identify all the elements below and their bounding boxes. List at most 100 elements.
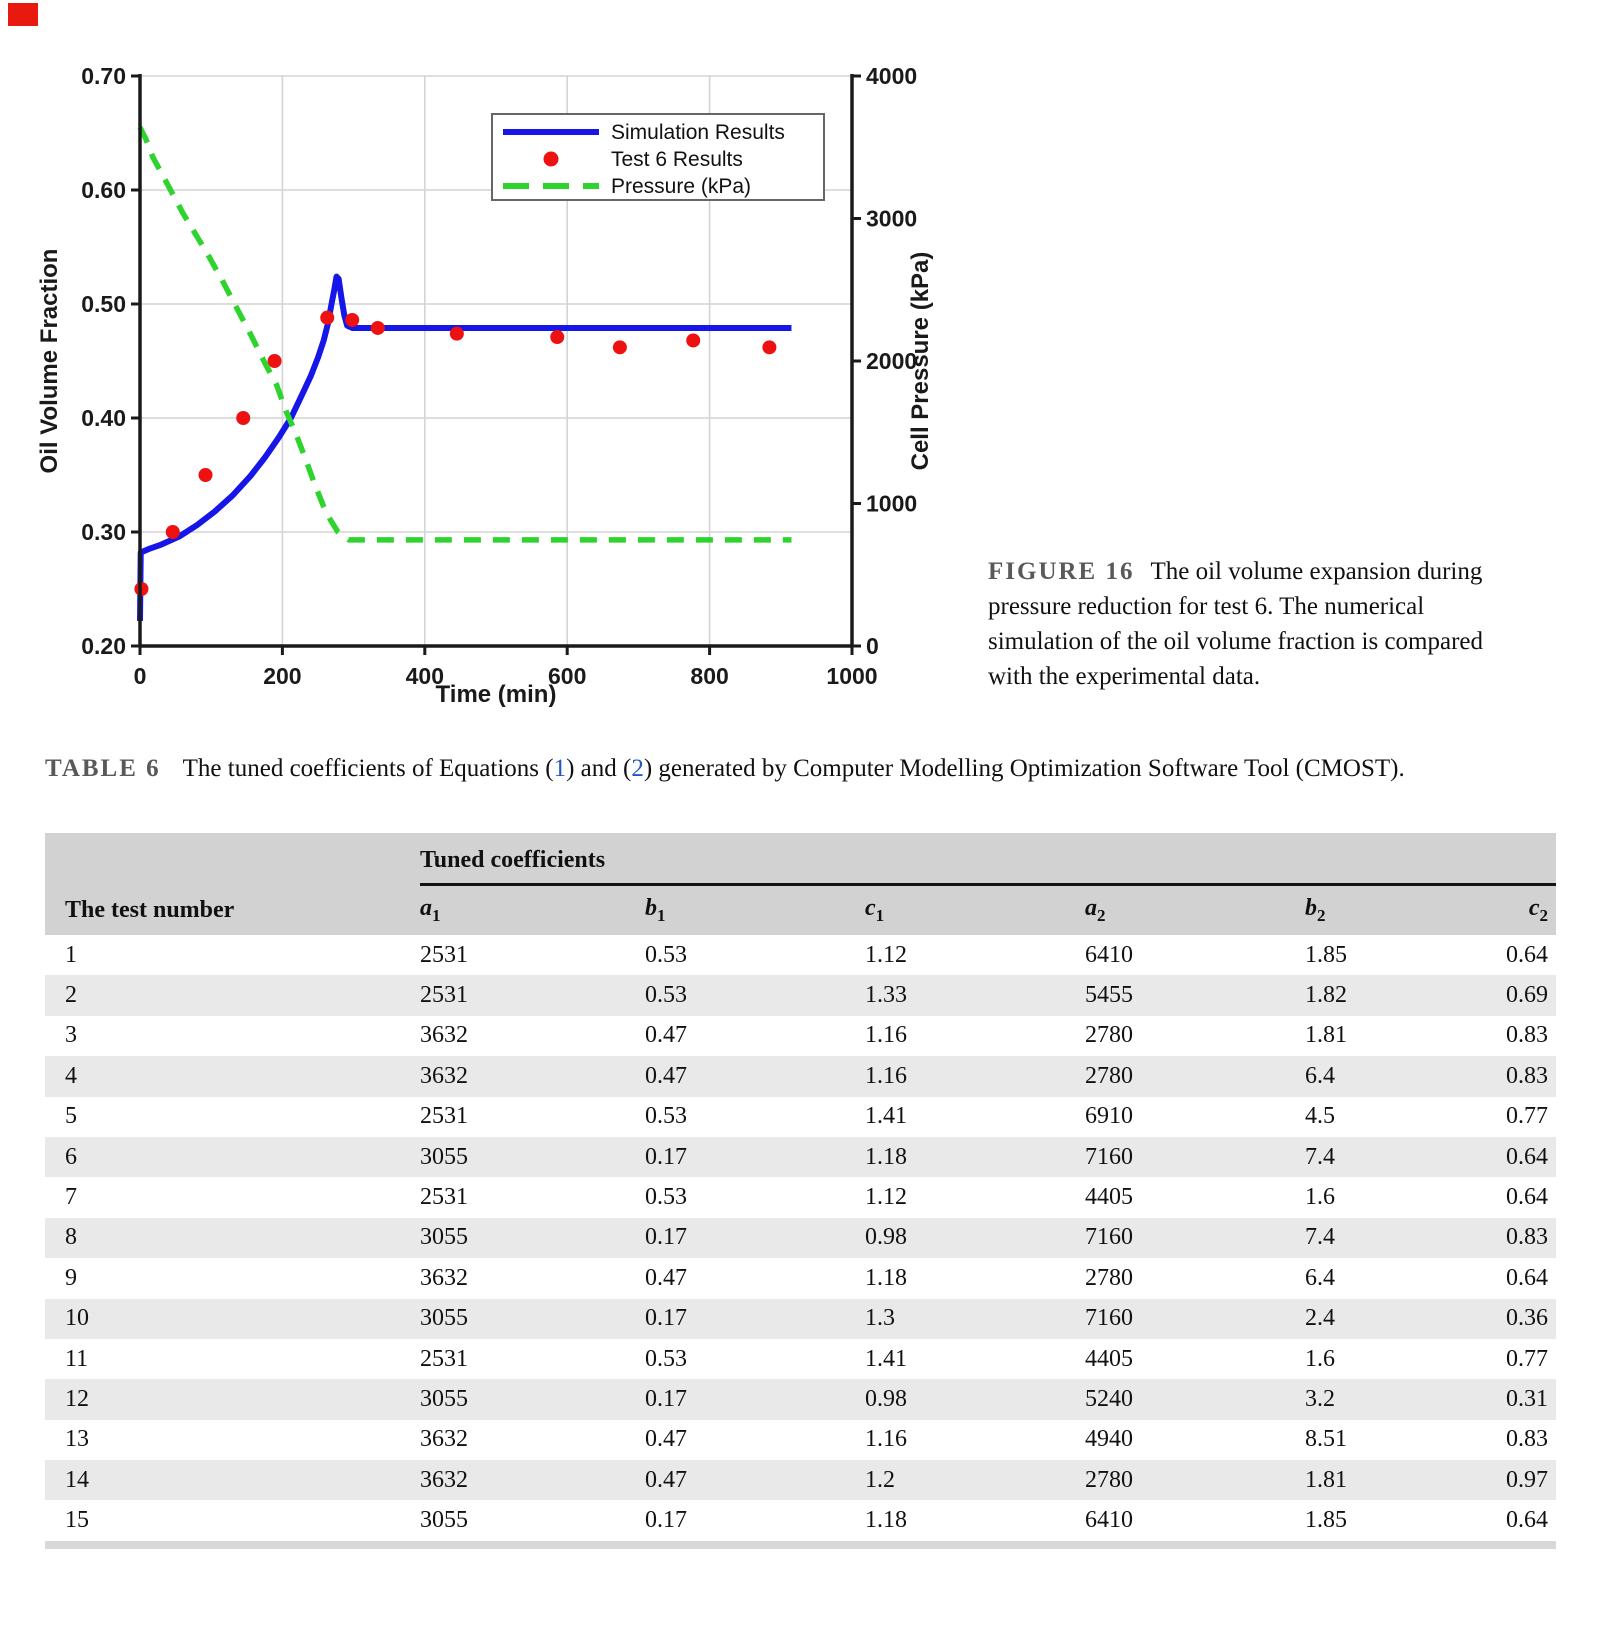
table-cell: 0.64 bbox=[1506, 1507, 1548, 1534]
test6-data-point bbox=[320, 310, 335, 325]
table-cell: 0.31 bbox=[1506, 1385, 1548, 1412]
table-cell: 0.98 bbox=[865, 1385, 907, 1412]
table-caption-segment: The tuned coefficients of Equations ( bbox=[182, 755, 554, 782]
column-header-b2: b2 bbox=[1305, 895, 1326, 925]
table-cell: 0.17 bbox=[645, 1507, 687, 1534]
table-cell: 0.64 bbox=[1506, 1184, 1548, 1211]
column-header-c1: c1 bbox=[865, 895, 885, 925]
table-cell: 0.53 bbox=[645, 982, 687, 1009]
legend-label: Simulation Results bbox=[611, 121, 785, 144]
table-cell: 7.4 bbox=[1305, 1143, 1335, 1170]
table-cell: 7.4 bbox=[1305, 1224, 1335, 1251]
table-bottom-rule bbox=[45, 1540, 1556, 1549]
table-cell: 0.47 bbox=[645, 1062, 687, 1089]
table-cell: 0.17 bbox=[645, 1224, 687, 1251]
table-cell: 3632 bbox=[420, 1062, 468, 1089]
equation-link[interactable]: 1 bbox=[553, 755, 567, 782]
table-cell: 3632 bbox=[420, 1426, 468, 1453]
table-cell: 6910 bbox=[1085, 1103, 1133, 1130]
test6-data-point bbox=[762, 340, 777, 355]
table-cell: 4.5 bbox=[1305, 1103, 1335, 1130]
table-row: 2 2531 0.53 1.33 5455 1.82 0.69 bbox=[45, 975, 1556, 1016]
table-cell: 10 bbox=[65, 1305, 89, 1332]
legend-label: Pressure (kPa) bbox=[611, 175, 751, 198]
table-cell: 11 bbox=[65, 1345, 89, 1372]
equation-link[interactable]: 2 bbox=[631, 755, 644, 782]
table-cell: 5 bbox=[65, 1103, 77, 1130]
table-cell: 7160 bbox=[1085, 1143, 1133, 1170]
figure16-chart: 0.70 0.60 0.50 0.40 0.30 0.20 4000 3000 2000 1000… bbox=[0, 0, 970, 730]
table-row: 11 2531 0.53 1.41 4405 1.6 0.77 bbox=[45, 1339, 1556, 1379]
test6-data-point bbox=[370, 320, 385, 335]
table-cell: 0.53 bbox=[645, 1345, 687, 1372]
table-row: 5 2531 0.53 1.41 6910 4.5 0.77 bbox=[45, 1097, 1556, 1137]
left-tick-label: 0.50 bbox=[81, 291, 126, 317]
test6-data-point bbox=[686, 333, 701, 348]
column-header-a2: a2 bbox=[1085, 895, 1106, 925]
table-row: 4 3632 0.47 1.16 2780 6.4 0.83 bbox=[45, 1056, 1556, 1097]
table-cell: 1.33 bbox=[865, 982, 907, 1009]
table-cell: 1.6 bbox=[1305, 1345, 1335, 1372]
test6-data-point bbox=[449, 326, 464, 341]
table-row: 9 3632 0.47 1.18 2780 6.4 0.64 bbox=[45, 1258, 1556, 1298]
figure-caption-text: The oil volume expansion during pressure… bbox=[988, 558, 1484, 690]
table-cell: 0.64 bbox=[1506, 941, 1548, 968]
table-cell: 2531 bbox=[420, 941, 468, 968]
table-cell: 1.41 bbox=[865, 1345, 907, 1372]
table-cell: 3055 bbox=[420, 1305, 468, 1332]
table-cell: 13 bbox=[65, 1426, 89, 1453]
table-row: 14 3632 0.47 1.2 2780 1.81 0.97 bbox=[45, 1460, 1556, 1501]
table-cell: 0.53 bbox=[645, 1184, 687, 1211]
red-corner-marker bbox=[8, 3, 38, 26]
table-cell: 6.4 bbox=[1305, 1062, 1335, 1089]
legend-dot-sample bbox=[543, 151, 559, 167]
table-cell: 1.18 bbox=[865, 1143, 907, 1170]
right-tick-label: 4000 bbox=[866, 63, 917, 89]
table-cell: 9 bbox=[65, 1264, 77, 1291]
table-cell: 4 bbox=[65, 1062, 77, 1089]
table-cell: 0.47 bbox=[645, 1022, 687, 1049]
table-cell: 1.81 bbox=[1305, 1466, 1347, 1493]
table-cell: 1.82 bbox=[1305, 982, 1347, 1009]
table-cell: 6 bbox=[65, 1143, 77, 1170]
table-cell: 0.36 bbox=[1506, 1305, 1548, 1332]
table-cell: 2531 bbox=[420, 982, 468, 1009]
table-cell: 0.53 bbox=[645, 941, 687, 968]
column-header-b1: b1 bbox=[645, 895, 666, 925]
table-cell: 1.12 bbox=[865, 941, 907, 968]
table-cell: 3055 bbox=[420, 1224, 468, 1251]
column-header-test-number: The test number bbox=[65, 897, 235, 923]
test6-data-point bbox=[236, 411, 251, 425]
table-cell: 0.17 bbox=[645, 1305, 687, 1332]
x-tick-label: 200 bbox=[263, 663, 301, 689]
table-cell: 2780 bbox=[1085, 1062, 1133, 1089]
table-caption: TABLE 6 The tuned coefficients of Equatio… bbox=[45, 755, 1565, 783]
test6-data-point bbox=[267, 354, 282, 368]
table-cell: 0.83 bbox=[1506, 1062, 1548, 1089]
table-row: 1 2531 0.53 1.12 6410 1.85 0.64 bbox=[45, 935, 1556, 975]
table-cell: 2531 bbox=[420, 1345, 468, 1372]
left-axis-title: Oil Volume Fraction bbox=[36, 249, 63, 474]
table-cell: 6.4 bbox=[1305, 1264, 1335, 1291]
table-cell: 1.6 bbox=[1305, 1184, 1335, 1211]
right-tick-label: 3000 bbox=[866, 206, 917, 232]
table-cell: 1.81 bbox=[1305, 1022, 1347, 1049]
table-row: 8 3055 0.17 0.98 7160 7.4 0.83 bbox=[45, 1217, 1556, 1259]
table-column-header-row: The test number a1 b1 c1 a2 b2 c2 bbox=[45, 886, 1556, 935]
table-cell: 0.47 bbox=[645, 1426, 687, 1453]
table-row: 15 3055 0.17 1.18 6410 1.85 0.64 bbox=[45, 1500, 1556, 1540]
x-tick-label: 800 bbox=[690, 663, 728, 689]
table-cell: 5455 bbox=[1085, 982, 1133, 1009]
table-cell: 14 bbox=[65, 1466, 89, 1493]
table-cell: 2531 bbox=[420, 1103, 468, 1130]
x-axis-title: Time (min) bbox=[436, 681, 557, 708]
table-cell: 7160 bbox=[1085, 1305, 1133, 1332]
group-header-tuned-coefficients: Tuned coefficients bbox=[420, 847, 1556, 886]
table-cell: 3 bbox=[65, 1022, 77, 1049]
x-tick-label: 400 bbox=[406, 663, 444, 689]
left-tick-label: 0.70 bbox=[81, 63, 126, 89]
table-cell: 3055 bbox=[420, 1143, 468, 1170]
coefficients-table: Tuned coefficients The test number a1 b1 c1… bbox=[45, 833, 1556, 1549]
right-axis-title: Cell Pressure (kPa) bbox=[907, 252, 934, 471]
table-cell: 1.18 bbox=[865, 1264, 907, 1291]
